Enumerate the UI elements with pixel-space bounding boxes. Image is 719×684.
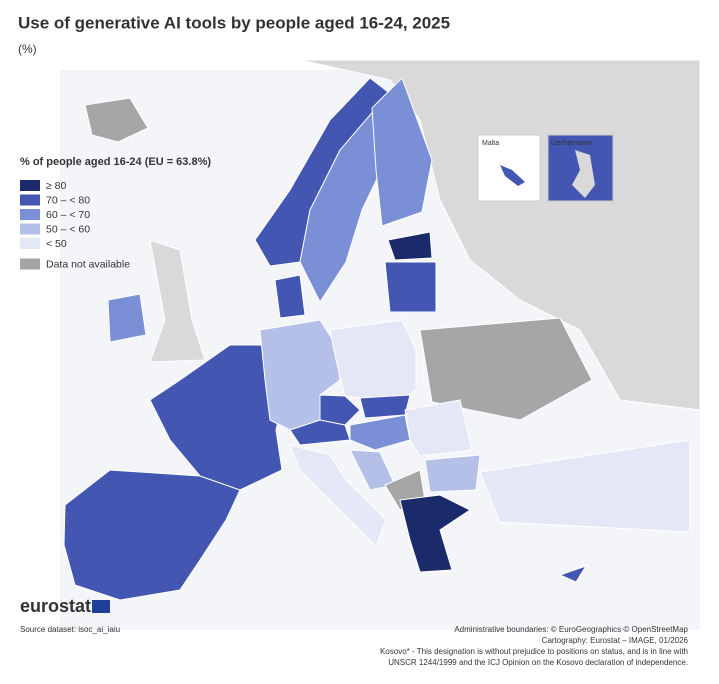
greece xyxy=(399,494,471,573)
credit-line: Kosovo* - This designation is without pr… xyxy=(380,647,688,656)
italy xyxy=(289,444,387,547)
legend-swatch xyxy=(20,223,40,235)
bulgaria xyxy=(424,454,481,493)
iberia xyxy=(63,469,241,601)
title: Use of generative AI tools by people age… xyxy=(18,13,450,32)
cyprus xyxy=(558,565,588,583)
legend-label: 50 – < 60 xyxy=(46,223,90,235)
romania xyxy=(404,399,473,457)
credit-line: Administrative boundaries: © EuroGeograp… xyxy=(454,625,688,634)
austria xyxy=(289,419,351,446)
ireland xyxy=(107,293,147,343)
legend-swatch xyxy=(20,258,40,270)
legend-label: 70 – < 80 xyxy=(46,194,90,206)
legend: ≥ 80 70 – < 80 60 – < 70 50 – < 60 < 50 Data … xyxy=(20,180,130,270)
malta xyxy=(500,165,525,186)
legend-swatch xyxy=(20,209,40,220)
neighbour xyxy=(572,150,595,198)
source: Source dataset: isoc_ai_iaiu xyxy=(20,625,120,634)
finland xyxy=(371,77,433,227)
logo: eurostat xyxy=(20,596,91,616)
legend-swatch xyxy=(20,238,40,249)
ukraine xyxy=(419,317,593,421)
legend-label: Data not available xyxy=(46,258,130,270)
estonia xyxy=(387,231,433,261)
slovakia xyxy=(359,394,411,419)
legend-swatch xyxy=(20,194,40,206)
legend-label: 60 – < 70 xyxy=(46,209,90,221)
united-kingdom xyxy=(149,239,206,363)
credit-line: UNSCR 1244/1999 and the ICJ Opinion on t… xyxy=(388,658,688,667)
credit-line: Cartography: Eurostat – IMAGE, 01/2026 xyxy=(542,636,689,645)
hungary xyxy=(349,414,411,451)
legend-title: % of people aged 16-24 (EU = 63.8%) xyxy=(20,156,211,168)
inset-label: Malta xyxy=(482,140,499,147)
subtitle: (%) xyxy=(18,42,37,56)
czechia xyxy=(319,394,361,426)
legend-swatch xyxy=(20,180,40,191)
inset-malta xyxy=(477,134,541,202)
eu-flag xyxy=(92,600,110,613)
iceland xyxy=(84,97,149,143)
inset-label: Liechtenstein xyxy=(551,140,592,147)
legend-label: < 50 xyxy=(46,238,67,250)
france xyxy=(149,344,286,491)
turkey xyxy=(479,439,691,533)
insets: Malta Liechtenstein xyxy=(477,134,614,202)
credits: Administrative boundaries: © EuroGeograp… xyxy=(380,625,689,667)
legend-label: ≥ 80 xyxy=(46,180,67,192)
denmark xyxy=(274,274,306,319)
latvia-lithuania xyxy=(384,261,437,313)
